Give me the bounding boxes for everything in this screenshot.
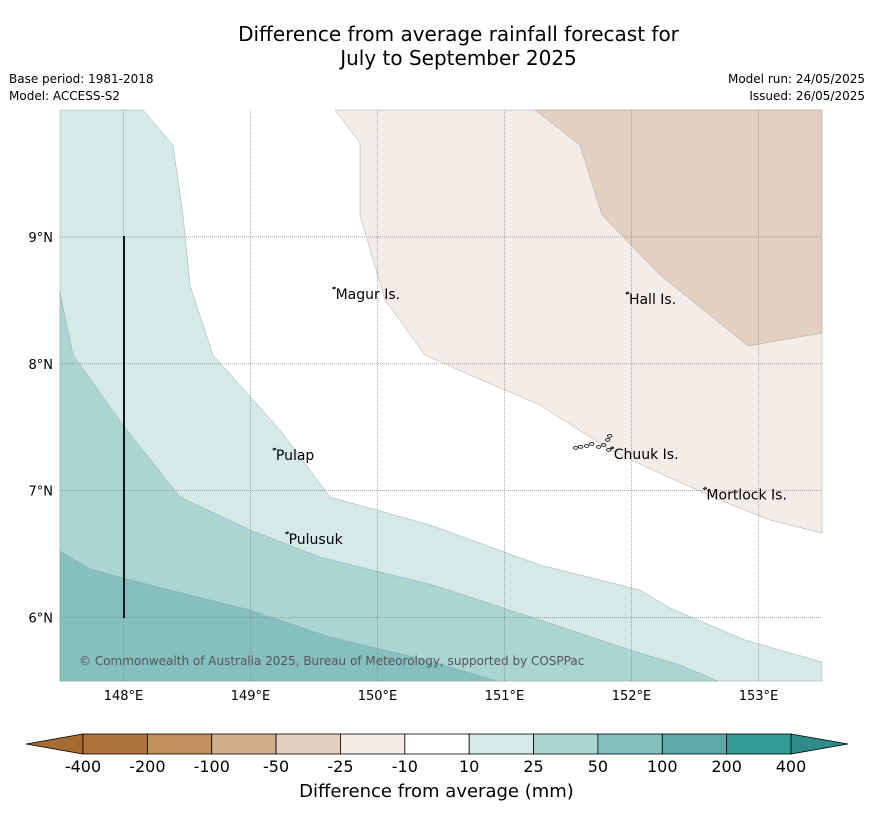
place-label: Chuuk Is. (614, 447, 679, 463)
map-panel: Magur Is. Hall Is. Pulap Chuuk Is. Mortlock … (59, 109, 823, 682)
island-outline (589, 442, 595, 446)
island-markers (272, 286, 708, 535)
colorbar-segment (82, 733, 148, 755)
colorbar-segment (661, 733, 728, 755)
lon-tick-label: 152°E (612, 689, 652, 704)
island-outline (573, 446, 579, 450)
lon-tick-label: 150°E (358, 689, 398, 704)
colorbar-segment (533, 733, 599, 755)
colorbar-tick-label: -200 (129, 757, 166, 776)
meta-right: Model run: 24/05/2025 Issued: 26/05/2025 (728, 71, 865, 105)
issued-date: Issued: 26/05/2025 (749, 89, 865, 103)
base-period: Base period: 1981-2018 (9, 72, 154, 86)
place-label: Hall Is. (629, 292, 676, 308)
island-outline (284, 531, 290, 535)
latitude-tick-labels: 6°N 7°N 8°N 9°N (29, 231, 54, 627)
colorbar-tick-label: -400 (64, 757, 102, 776)
colorbar-segment (726, 733, 792, 755)
title-line-2: July to September 2025 (340, 46, 577, 70)
meta-left: Base period: 1981-2018 Model: ACCESS-S2 (9, 71, 154, 105)
colorbar-segment (597, 733, 663, 755)
region-above-25-50 (59, 291, 719, 682)
island-outline (605, 438, 611, 442)
lat-tick-label: 8°N (29, 358, 54, 373)
place-label: Pulusuk (289, 532, 344, 548)
colorbar-extend-low (25, 733, 84, 755)
colorbar-segment (404, 733, 470, 755)
island-outline (584, 444, 590, 448)
island-outline (702, 486, 708, 491)
copyright-text: © Commonwealth of Australia 2025, Bureau… (79, 654, 584, 668)
island-outline (625, 291, 630, 295)
colorbar-segment (146, 733, 213, 755)
colorbar-tick-label: 100 (646, 757, 678, 776)
colorbar-segment (211, 733, 277, 755)
lon-tick-label: 153°E (739, 689, 779, 704)
colorbar-title: Difference from average (mm) (299, 781, 574, 802)
colorbar-tick-label: 200 (711, 757, 742, 776)
place-labels: Magur Is. Hall Is. Pulap Chuuk Is. Mortlock … (276, 287, 787, 548)
colorbar-tick-label: 25 (523, 757, 544, 776)
colorbar-tick-label: -50 (263, 757, 290, 776)
place-label: Pulap (276, 448, 315, 464)
region-above-50-100 (59, 550, 498, 682)
longitude-tick-labels: 148°E 149°E 150°E 151°E 152°E 153°E (104, 689, 779, 704)
island-outline (331, 286, 337, 290)
island-outline (578, 445, 584, 449)
colorbar-segment (468, 733, 534, 755)
lon-tick-label: 151°E (485, 689, 525, 704)
island-outline (272, 447, 277, 451)
colorbar-extend-high (790, 733, 849, 755)
region-below-25-50 (534, 109, 823, 347)
map-title: Difference from average rainfall forecas… (0, 22, 873, 70)
island-outline (606, 448, 612, 452)
island-outline (596, 445, 602, 449)
lat-tick-label: 9°N (29, 231, 54, 246)
colorbar-tick-label: 50 (587, 757, 609, 776)
colorbar-segment (340, 733, 406, 755)
colorbar-segment (275, 733, 341, 755)
island-outline (609, 446, 615, 450)
place-label: Mortlock Is. (706, 487, 786, 503)
colorbar-tick-label: -25 (327, 757, 354, 776)
colorbar-tick-label: -100 (193, 757, 230, 776)
lon-tick-label: 148°E (104, 689, 144, 704)
island-outline (607, 434, 613, 438)
colorbar-tick-label: -10 (391, 757, 418, 776)
colorbar-tick-label: 400 (775, 757, 807, 776)
colorbar-tick-label: 10 (458, 757, 480, 776)
lat-tick-label: 7°N (29, 485, 54, 500)
title-line-1: Difference from average rainfall forecas… (238, 22, 679, 46)
island-outline (601, 443, 607, 447)
model-name: Model: ACCESS-S2 (9, 89, 121, 103)
model-run: Model run: 24/05/2025 (727, 72, 865, 86)
gridlines (60, 110, 822, 681)
place-label: Magur Is. (336, 287, 401, 303)
lat-tick-label: 6°N (29, 612, 54, 627)
colorbar (25, 733, 849, 755)
lon-tick-label: 149°E (231, 689, 271, 704)
